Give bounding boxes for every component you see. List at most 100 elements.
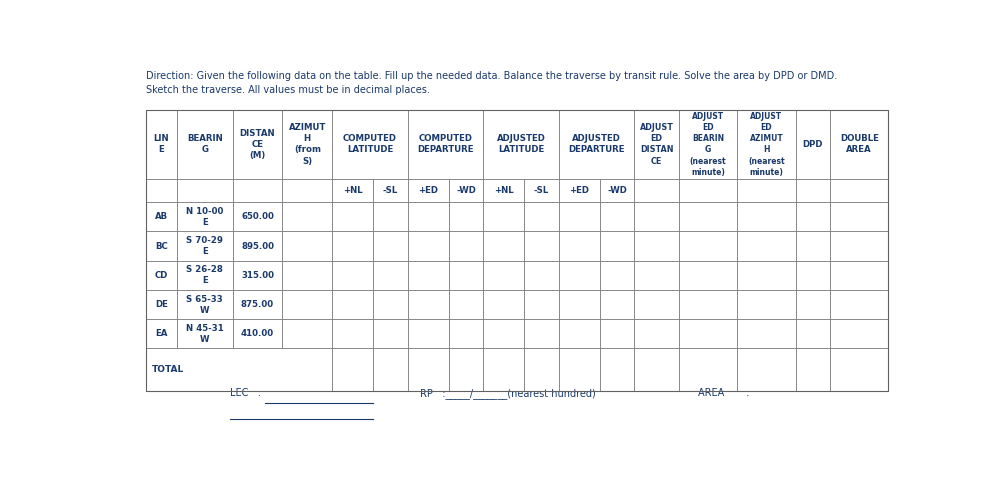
Bar [146, 319, 177, 348]
Bar [559, 231, 600, 261]
Bar [282, 231, 332, 261]
Bar [483, 179, 524, 202]
Text: S 70-29
E: S 70-29 E [186, 236, 223, 256]
Bar [146, 231, 177, 261]
Bar [600, 231, 634, 261]
Bar [332, 231, 373, 261]
Bar [449, 202, 483, 231]
Bar [737, 261, 796, 290]
Text: ADJUST
ED
BEARIN
G
(nearest
minute): ADJUST ED BEARIN G (nearest minute) [690, 112, 726, 177]
Bar [177, 319, 233, 348]
Text: ADJUST
ED
AZIMUT
H
(nearest
minute): ADJUST ED AZIMUT H (nearest minute) [748, 112, 785, 177]
Bar [737, 202, 796, 231]
Bar [559, 179, 600, 202]
Bar [373, 348, 408, 391]
Bar [483, 319, 524, 348]
Bar [600, 319, 634, 348]
Text: DOUBLE
AREA: DOUBLE AREA [840, 135, 879, 154]
Bar [634, 231, 679, 261]
Bar [449, 261, 483, 290]
Bar [449, 319, 483, 348]
Bar [332, 202, 373, 231]
Bar [332, 348, 373, 391]
Bar [233, 202, 282, 231]
Bar [796, 179, 830, 202]
Bar [830, 319, 888, 348]
Text: -SL: -SL [534, 186, 549, 195]
Text: +NL: +NL [494, 186, 514, 195]
Bar [483, 290, 524, 319]
Bar [146, 290, 177, 319]
Bar [524, 348, 559, 391]
Bar [796, 290, 830, 319]
Bar [282, 290, 332, 319]
Bar [634, 110, 679, 179]
Bar [559, 110, 634, 179]
Bar [177, 231, 233, 261]
Text: +NL: +NL [343, 186, 363, 195]
Text: 875.00: 875.00 [241, 300, 274, 309]
Text: -WD: -WD [607, 186, 627, 195]
Bar [679, 319, 737, 348]
Bar [332, 179, 373, 202]
Bar [483, 348, 524, 391]
Bar [559, 319, 600, 348]
Bar [830, 202, 888, 231]
Bar [830, 110, 888, 179]
Bar [282, 319, 332, 348]
Bar [737, 348, 796, 391]
Bar [408, 202, 449, 231]
Bar [830, 290, 888, 319]
Text: ADJUST
ED
DISTAN
CE: ADJUST ED DISTAN CE [640, 123, 674, 165]
Bar [559, 261, 600, 290]
Bar [634, 348, 679, 391]
Bar [483, 202, 524, 231]
Bar [408, 231, 449, 261]
Bar [737, 319, 796, 348]
Bar [483, 110, 559, 179]
Bar [233, 290, 282, 319]
Bar [146, 348, 332, 391]
Text: -WD: -WD [456, 186, 476, 195]
Bar [408, 290, 449, 319]
Bar [737, 290, 796, 319]
Bar [373, 202, 408, 231]
Bar [600, 202, 634, 231]
Text: DPD: DPD [803, 140, 823, 149]
Bar [796, 348, 830, 391]
Bar [332, 261, 373, 290]
Bar [373, 179, 408, 202]
Bar [449, 290, 483, 319]
Bar [559, 290, 600, 319]
Bar [332, 290, 373, 319]
Bar [559, 202, 600, 231]
Bar [233, 231, 282, 261]
Bar [796, 202, 830, 231]
Text: +ED: +ED [418, 186, 438, 195]
Bar [830, 231, 888, 261]
Text: DE: DE [155, 300, 168, 309]
Bar [408, 319, 449, 348]
Bar [524, 261, 559, 290]
Text: AZIMUT
H
(from
S): AZIMUT H (from S) [289, 123, 326, 165]
Bar [830, 348, 888, 391]
Bar [600, 290, 634, 319]
Bar [600, 179, 634, 202]
Bar [332, 319, 373, 348]
Bar [524, 179, 559, 202]
Text: 410.00: 410.00 [241, 329, 274, 338]
Bar [282, 202, 332, 231]
Bar [373, 290, 408, 319]
Bar [679, 202, 737, 231]
Bar [600, 261, 634, 290]
Bar [830, 261, 888, 290]
Text: CD: CD [155, 271, 168, 280]
Text: BEARIN
G: BEARIN G [187, 135, 223, 154]
Text: LIN
E: LIN E [154, 135, 169, 154]
Bar [737, 231, 796, 261]
Bar [177, 261, 233, 290]
Bar [146, 110, 888, 391]
Text: -SL: -SL [383, 186, 398, 195]
Text: AREA       :: AREA : [698, 388, 750, 398]
Text: S 26-28
E: S 26-28 E [186, 265, 223, 285]
